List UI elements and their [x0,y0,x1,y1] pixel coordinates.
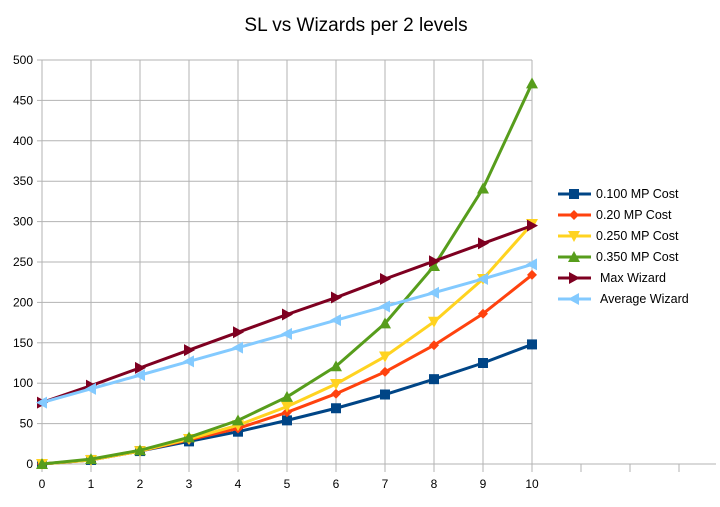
data-point [428,316,440,328]
x-tick-label: 3 [186,477,193,491]
data-point [134,369,145,382]
data-point [36,458,48,469]
legend-entry: 0.100 MP Cost [558,187,679,201]
data-point [429,255,440,268]
y-tick-label: 0 [26,457,33,471]
legend: 0.100 MP Cost 0.20 MP Cost 0.250 MP Cost 0.… [558,187,689,306]
data-point [183,431,195,443]
legend-entry: 0.250 MP Cost [558,229,679,243]
y-tick-label: 300 [13,215,33,229]
tick-labels: 0 50 100 150 200 250 300 350 400 450 500 0 1 2 3 4 5 6 7 8 9… [13,53,539,491]
data-point [281,401,293,413]
data-point [380,389,390,400]
data-point [429,374,439,385]
data-point [568,231,580,242]
data-point [183,355,194,368]
legend-label: Average Wizard [600,292,689,306]
data-point [330,360,342,372]
data-point [232,414,244,426]
x-tick-label: 9 [480,477,487,491]
data-point [184,344,195,357]
data-point [526,77,538,89]
legend-entry: 0.20 MP Cost [558,208,672,222]
legend-label: 0.100 MP Cost [596,187,679,201]
x-tick-label: 5 [284,477,291,491]
x-tick-label: 0 [39,477,46,491]
data-point [85,453,97,465]
axes [37,59,716,472]
data-point [331,388,341,399]
gridlines [41,59,533,465]
data-point [380,272,391,285]
data-point [478,237,489,250]
data-point [428,260,440,272]
x-tick-label: 8 [431,477,438,491]
data-point [568,293,579,305]
data-point [477,272,488,285]
data-point [379,351,391,363]
x-tick-label: 10 [525,477,539,491]
data-point [330,314,341,327]
data-point [478,358,488,368]
x-tick-label: 7 [382,477,389,491]
data-point [331,403,341,414]
data-point [282,308,293,321]
data-point [429,340,439,351]
data-point [135,361,146,374]
y-tick-label: 150 [13,336,33,350]
data-point [282,415,292,426]
data-point [527,269,537,280]
data-point [134,444,146,456]
data-point [428,286,439,299]
legend-label: 0.350 MP Cost [596,250,679,264]
data-point [478,308,488,319]
series-5 [36,258,537,409]
data-point [232,341,243,354]
data-point [380,366,390,377]
x-tick-label: 2 [137,477,144,491]
data-point [569,210,579,220]
data-point [330,379,342,391]
y-tick-label: 250 [13,255,33,269]
data-point [568,251,580,262]
legend-entry: 0.350 MP Cost [558,250,679,264]
y-tick-label: 200 [13,295,33,309]
y-tick-label: 500 [13,53,33,67]
data-point [331,291,342,304]
y-tick-label: 350 [13,174,33,188]
plot-area [36,77,538,470]
data-point [281,327,292,340]
x-tick-label: 6 [333,477,340,491]
data-point [569,272,580,284]
legend-entry: Average Wizard [558,292,689,306]
y-tick-label: 50 [20,417,34,431]
data-point [526,258,537,271]
data-point [569,189,579,199]
legend-label: 0.250 MP Cost [596,229,679,243]
data-point [36,396,47,409]
data-point [281,390,293,402]
data-point [477,182,489,194]
y-tick-label: 450 [13,93,33,107]
data-point [379,300,390,313]
data-point [233,326,244,339]
x-tick-label: 4 [235,477,242,491]
legend-label: Max Wizard [600,271,666,285]
series-3 [36,77,538,469]
data-point [527,219,538,232]
data-point [379,317,391,329]
legend-label: 0.20 MP Cost [596,208,672,222]
data-point [527,339,537,350]
x-tick-label: 1 [88,477,95,491]
data-point [85,382,96,395]
legend-entry: Max Wizard [558,271,666,285]
y-tick-label: 400 [13,134,33,148]
chart-title: SL vs Wizards per 2 levels [244,15,467,36]
y-tick-label: 100 [13,376,33,390]
